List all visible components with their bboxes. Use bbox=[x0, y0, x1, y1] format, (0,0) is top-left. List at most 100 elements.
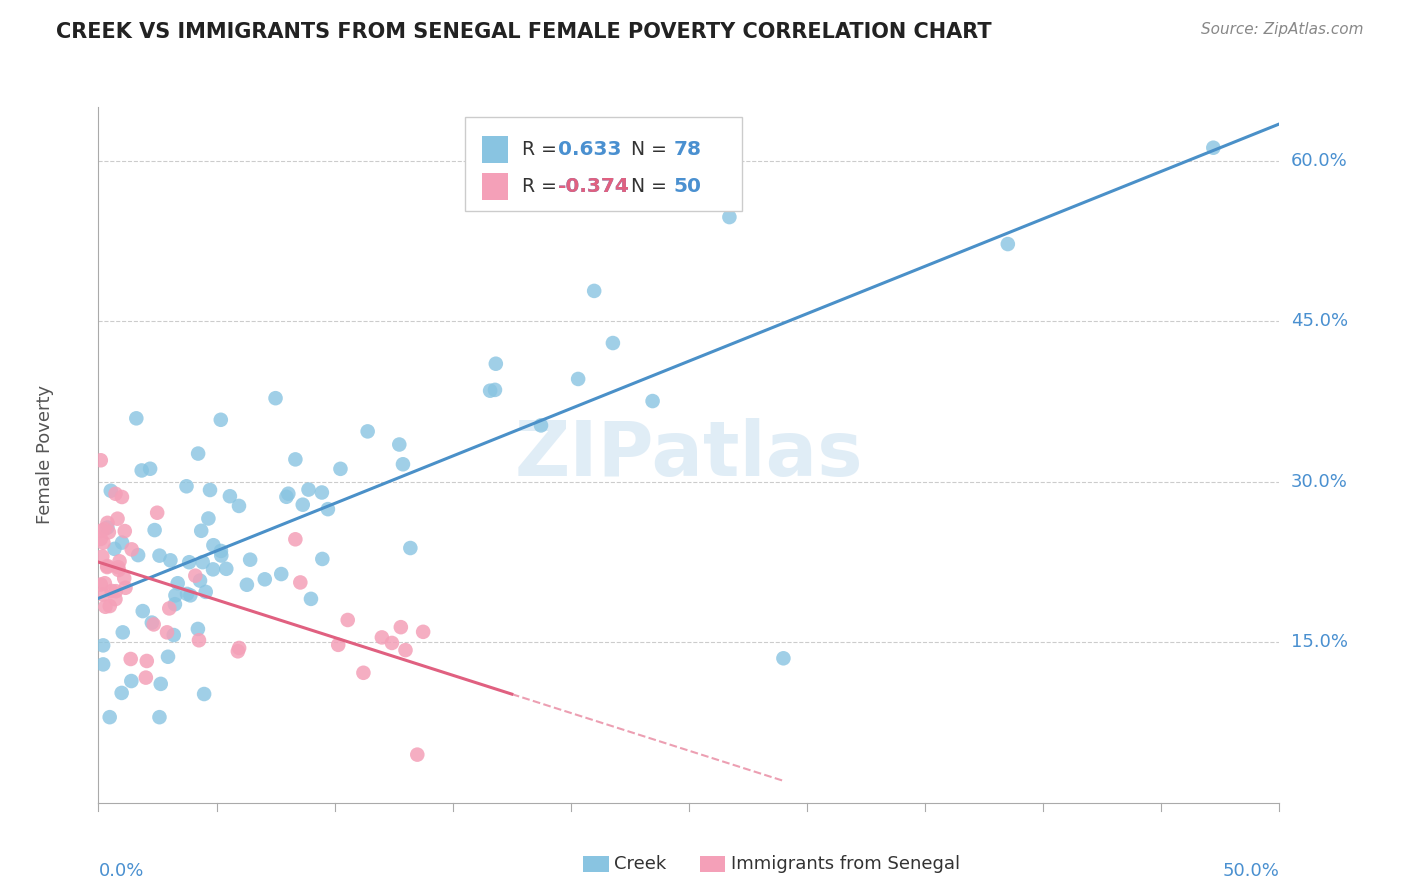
Point bbox=[96, 520, 118, 534]
Text: ZIPatlas: ZIPatlas bbox=[515, 418, 863, 491]
Point bbox=[197, 511, 219, 525]
Point bbox=[399, 541, 422, 555]
Text: 30.0%: 30.0% bbox=[1291, 473, 1347, 491]
Point bbox=[311, 485, 333, 500]
Point bbox=[209, 549, 232, 563]
Text: 15.0%: 15.0% bbox=[1291, 633, 1347, 651]
Text: R =: R = bbox=[523, 140, 564, 159]
Point bbox=[184, 568, 207, 582]
Point bbox=[104, 487, 127, 501]
Text: Immigrants from Senegal: Immigrants from Senegal bbox=[731, 855, 960, 873]
Point bbox=[125, 411, 148, 425]
Point bbox=[135, 671, 157, 685]
Point bbox=[132, 604, 155, 618]
Point bbox=[179, 555, 201, 569]
Point bbox=[159, 553, 181, 567]
Point bbox=[291, 498, 314, 512]
Point bbox=[112, 571, 135, 585]
Point bbox=[188, 574, 211, 588]
Point bbox=[120, 652, 142, 666]
Point bbox=[163, 597, 186, 611]
Point bbox=[264, 391, 287, 405]
Point bbox=[148, 549, 170, 563]
Point bbox=[176, 479, 198, 493]
Point bbox=[91, 639, 114, 653]
Point bbox=[94, 599, 117, 614]
Point bbox=[215, 562, 238, 576]
Point bbox=[93, 535, 115, 549]
Point bbox=[193, 687, 215, 701]
Text: 0.0%: 0.0% bbox=[98, 862, 143, 880]
Point bbox=[394, 643, 416, 657]
Point bbox=[111, 490, 134, 504]
Point bbox=[104, 584, 127, 599]
Point bbox=[602, 336, 624, 351]
Point bbox=[479, 384, 502, 398]
Point bbox=[127, 548, 149, 562]
Point bbox=[772, 651, 794, 665]
FancyBboxPatch shape bbox=[482, 173, 508, 200]
Point bbox=[316, 502, 339, 516]
Point bbox=[336, 613, 359, 627]
Point bbox=[1202, 141, 1225, 155]
Point bbox=[484, 383, 506, 397]
Point bbox=[120, 673, 142, 688]
Point bbox=[96, 559, 118, 574]
Point bbox=[284, 533, 307, 547]
Point bbox=[194, 585, 217, 599]
Point bbox=[176, 587, 198, 601]
Point bbox=[179, 588, 201, 602]
Point bbox=[356, 425, 378, 439]
Point bbox=[641, 394, 664, 409]
Text: 0.633: 0.633 bbox=[558, 140, 621, 159]
Point bbox=[108, 554, 131, 568]
Point bbox=[103, 541, 125, 556]
Point bbox=[148, 710, 170, 724]
Point bbox=[328, 638, 350, 652]
Point bbox=[583, 284, 606, 298]
Text: -0.374: -0.374 bbox=[558, 177, 630, 196]
Point bbox=[187, 446, 209, 460]
Point bbox=[157, 601, 180, 615]
Text: 60.0%: 60.0% bbox=[1291, 152, 1347, 169]
Point bbox=[228, 499, 250, 513]
Point bbox=[567, 372, 589, 386]
Point bbox=[96, 516, 118, 530]
Point bbox=[156, 649, 179, 664]
Text: Female Poverty: Female Poverty bbox=[37, 385, 55, 524]
Point bbox=[91, 587, 114, 601]
Point bbox=[141, 615, 163, 630]
Point bbox=[111, 625, 134, 640]
Point bbox=[209, 544, 232, 558]
Text: N =: N = bbox=[619, 177, 673, 196]
Text: 78: 78 bbox=[673, 140, 702, 159]
Point bbox=[276, 490, 298, 504]
Point bbox=[163, 628, 186, 642]
Point bbox=[166, 576, 188, 591]
Point bbox=[93, 522, 115, 536]
Point bbox=[226, 644, 249, 658]
Point bbox=[90, 577, 112, 591]
Point bbox=[239, 552, 262, 566]
Point bbox=[96, 560, 118, 574]
Point bbox=[290, 575, 312, 590]
Point bbox=[91, 657, 114, 672]
Point bbox=[111, 686, 134, 700]
Point bbox=[107, 511, 129, 525]
Point bbox=[100, 483, 122, 498]
Point bbox=[90, 453, 112, 467]
Point bbox=[311, 552, 333, 566]
Point bbox=[406, 747, 429, 762]
Point bbox=[412, 624, 434, 639]
Point bbox=[392, 457, 415, 471]
Point bbox=[142, 617, 165, 632]
Point bbox=[388, 437, 411, 451]
Point bbox=[190, 524, 212, 538]
Text: 50.0%: 50.0% bbox=[1223, 862, 1279, 880]
Point bbox=[90, 524, 112, 538]
Text: N =: N = bbox=[619, 140, 673, 159]
Text: CREEK VS IMMIGRANTS FROM SENEGAL FEMALE POVERTY CORRELATION CHART: CREEK VS IMMIGRANTS FROM SENEGAL FEMALE … bbox=[56, 22, 991, 42]
Point bbox=[107, 560, 129, 574]
Point bbox=[111, 535, 134, 549]
Text: Creek: Creek bbox=[614, 855, 666, 873]
